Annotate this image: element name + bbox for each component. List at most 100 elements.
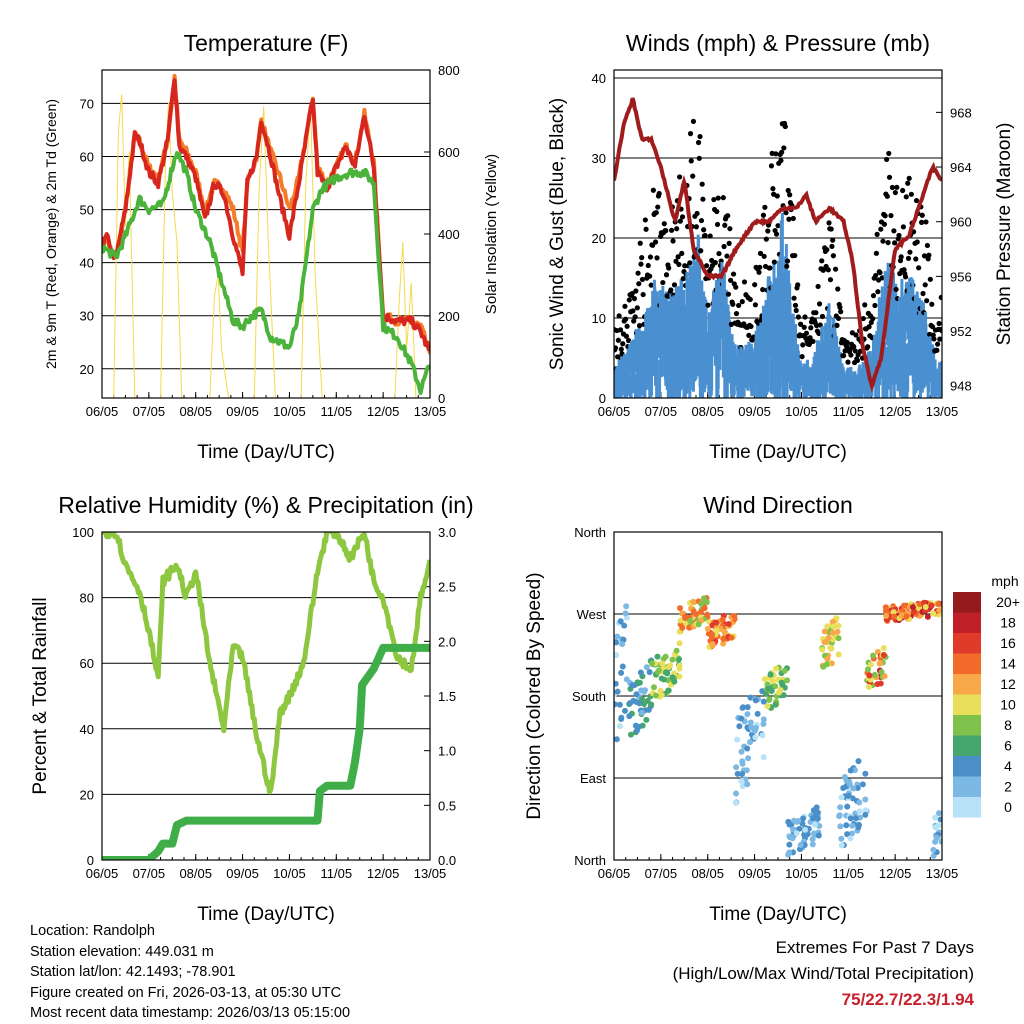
direction-point (655, 667, 662, 674)
gust-point (826, 220, 832, 226)
legend-label: 6 (1004, 738, 1012, 754)
x-tick-label: 10/05 (273, 404, 306, 419)
gust-point (741, 279, 748, 285)
legend-swatch (953, 797, 981, 818)
gust-point (939, 328, 942, 334)
direction-point (862, 796, 869, 803)
gust-point (614, 345, 619, 351)
y-axis-label: 2m & 9m T (Red, Orange) & 2m Td (Green) (43, 99, 59, 369)
gust-point (853, 332, 859, 338)
gust-point (797, 321, 804, 327)
gust-point (854, 357, 861, 364)
direction-point (824, 623, 831, 630)
direction-point (813, 810, 820, 817)
gust-point (680, 276, 686, 282)
gust-point (894, 184, 900, 190)
direction-point (740, 704, 747, 711)
x-tick-label: 12/05 (367, 404, 400, 419)
direction-point (847, 835, 854, 842)
y-tick-label: 30 (592, 151, 606, 166)
gust-point (781, 145, 787, 151)
gust-point (882, 213, 888, 219)
gust-point (786, 216, 792, 222)
x-tick-label: 06/05 (86, 866, 119, 881)
gust-point (679, 250, 685, 256)
gust-point (845, 359, 851, 365)
y-tick-label: 60 (80, 656, 94, 671)
direction-point (631, 682, 638, 689)
direction-point (837, 804, 844, 811)
gust-point (705, 302, 711, 308)
y-right-tick-label: 0.5 (438, 798, 456, 813)
direction-point (676, 673, 683, 680)
gust-point (763, 236, 769, 242)
direction-point (619, 641, 626, 648)
direction-point (936, 607, 942, 614)
gust-point (901, 267, 907, 273)
gust-point (848, 352, 854, 358)
y-right-tick-label: 200 (438, 309, 460, 324)
gust-point (620, 341, 626, 347)
gust-point (725, 291, 732, 297)
x-tick-label: 11/05 (320, 866, 352, 881)
gust-point (625, 337, 632, 344)
direction-point (720, 635, 727, 642)
direction-point (760, 698, 767, 705)
gust-point (900, 187, 906, 194)
x-tick-label: 08/05 (179, 404, 212, 419)
gust-point (774, 193, 780, 199)
direction-point (697, 608, 704, 615)
x-tick-label: 09/05 (226, 404, 259, 419)
direction-point (844, 831, 851, 838)
gust-point (803, 330, 810, 336)
direction-point (890, 609, 897, 616)
gust-point (872, 302, 878, 309)
direction-point (725, 620, 732, 627)
direction-point (676, 656, 683, 663)
gust-point (922, 282, 928, 288)
x-tick-label: 09/05 (738, 404, 771, 419)
direction-point (809, 815, 816, 822)
gust-point (733, 310, 740, 317)
direction-point (835, 635, 842, 642)
direction-point (760, 720, 767, 727)
direction-point (924, 613, 931, 620)
legend-swatch (953, 735, 981, 756)
plot-area (614, 97, 942, 398)
gust-point (870, 292, 877, 299)
direction-point (732, 799, 739, 806)
gust-point (716, 250, 722, 257)
legend-swatch (953, 633, 981, 654)
gust-point (792, 302, 799, 308)
gust-point (903, 194, 909, 200)
direction-point (880, 651, 887, 658)
direction-point (814, 815, 821, 822)
x-axis-label: Time (Day/UTC) (197, 442, 335, 463)
direction-point (623, 603, 630, 610)
direction-point (823, 639, 830, 646)
direction-point (734, 770, 741, 777)
direction-point (744, 704, 751, 711)
gust-point (914, 239, 920, 245)
direction-point (930, 846, 937, 853)
gust-point (935, 341, 941, 347)
direction-point (658, 692, 665, 699)
x-tick-label: 08/05 (691, 866, 724, 881)
direction-point (767, 671, 774, 678)
gust-point (905, 180, 911, 186)
direction-point (643, 716, 650, 723)
direction-point (658, 660, 665, 667)
gust-point (927, 276, 933, 282)
location-text: Location: Randolph (30, 923, 155, 939)
y-tick-label: North (574, 853, 606, 868)
station-info: Location: Randolph Station elevation: 44… (30, 921, 350, 1024)
gust-point (714, 221, 721, 228)
gust-point (688, 158, 694, 164)
gust-point (660, 279, 666, 286)
direction-point (835, 622, 842, 629)
y-right-tick-label: 0 (438, 391, 445, 406)
gust-point (645, 262, 651, 269)
direction-point (866, 672, 873, 679)
direction-point (621, 622, 628, 629)
y-tick-label: 60 (80, 150, 94, 165)
